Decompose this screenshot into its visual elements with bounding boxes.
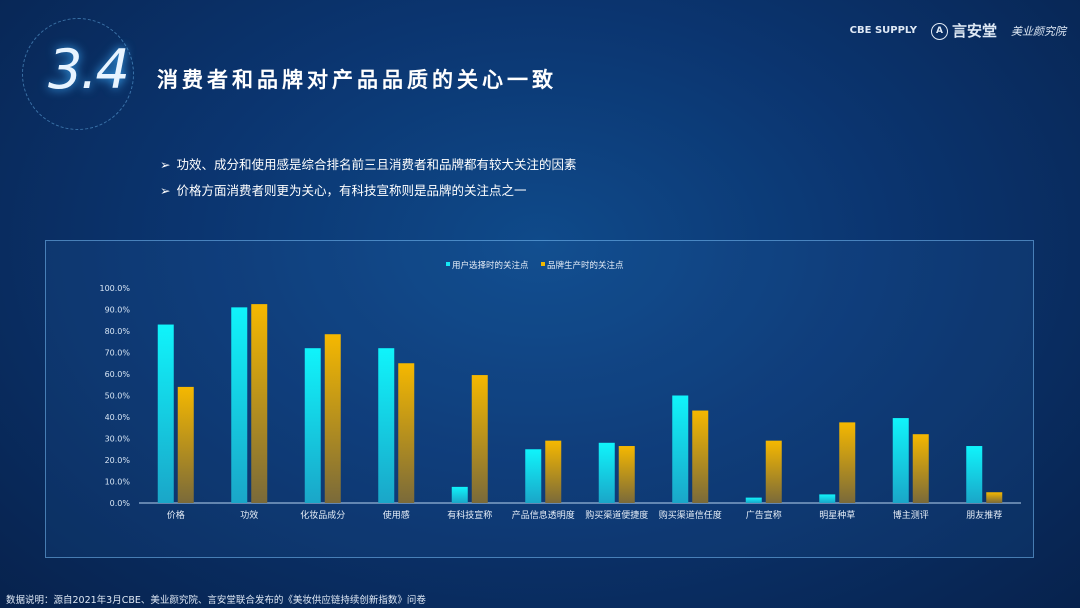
bar-user [672, 395, 689, 503]
y-tick-label: 90.0% [105, 306, 131, 315]
y-tick-label: 70.0% [105, 349, 131, 358]
x-tick-label: 有科技宣称 [447, 509, 492, 521]
bar-user [378, 348, 395, 503]
bar-brand [177, 386, 194, 503]
bullet-item: ➢ 功效、成分和使用感是综合排名前三且消费者和品牌都有较大关注的因素 [160, 157, 577, 172]
legend-label: 用户选择时的关注点 [452, 260, 529, 271]
legend-label: 品牌生产时的关注点 [547, 260, 624, 271]
bar-user [966, 446, 983, 503]
x-tick-label: 使用感 [383, 509, 410, 521]
bar-brand [251, 304, 268, 503]
decorative-ring [22, 18, 134, 130]
chart-frame: 0.0% 10.0% 20.0% 30.0% 40.0% 50.0% 60.0% 70.0% 8… [45, 240, 1034, 558]
bar-brand [839, 422, 856, 503]
bar-brand [912, 434, 929, 503]
bar-chart: 0.0% 10.0% 20.0% 30.0% 40.0% 50.0% 60.0% 70.0% 8… [99, 260, 1021, 521]
logo-bar: CBE SUPPLY A 言安堂 美业颜究院 [850, 20, 1066, 41]
bar-brand [765, 440, 782, 503]
y-tick-label: 60.0% [105, 370, 131, 379]
bullet-list: ➢ 功效、成分和使用感是综合排名前三且消费者和品牌都有较大关注的因素 ➢ 价格方面消… [160, 152, 577, 204]
logo-meiye: 美业颜究院 [1011, 24, 1066, 38]
bar-user [598, 442, 615, 503]
y-tick-label: 50.0% [105, 392, 131, 401]
x-tick-label: 购买渠道信任度 [659, 509, 722, 521]
bar-brand [692, 410, 709, 503]
y-tick-label: 20.0% [105, 456, 131, 465]
x-tick-label: 化妆品成分 [300, 509, 345, 521]
logo-cbe: CBE SUPPLY [849, 24, 917, 36]
x-tick-label: 购买渠道便捷度 [585, 509, 648, 521]
x-tick-label: 朋友推荐 [966, 509, 1002, 521]
y-tick-label: 100.0% [99, 284, 130, 293]
x-tick-label: 价格 [167, 509, 185, 521]
bar-user [745, 497, 762, 503]
data-source-note: 数据说明：源自2021年3月CBE、美业颜究院、言安堂联合发布的《美妆供应链持续… [6, 595, 426, 606]
logo-yananthang: A 言安堂 [930, 20, 997, 41]
bar-user [157, 324, 174, 503]
bar-user [819, 494, 836, 503]
bar-brand [545, 440, 562, 503]
arrow-icon: ➢ [160, 157, 171, 172]
bar-brand [471, 375, 488, 503]
x-tick-label: 产品信息透明度 [512, 509, 575, 521]
y-tick-label: 30.0% [105, 435, 131, 444]
x-tick-label: 功效 [240, 509, 258, 521]
section-number: 3.4 [48, 38, 130, 101]
y-tick-label: 0.0% [110, 499, 131, 508]
bar-brand [398, 363, 415, 503]
y-tick-label: 40.0% [105, 413, 131, 422]
bar-user [451, 486, 468, 503]
legend-swatch [446, 262, 450, 266]
logo-a-icon: A [930, 23, 948, 40]
x-tick-label: 广告宣称 [746, 509, 782, 521]
arrow-icon: ➢ [160, 183, 171, 198]
x-tick-label: 明星种草 [819, 509, 855, 521]
bar-user [892, 418, 909, 503]
bar-brand [324, 334, 341, 503]
bar-brand [618, 446, 635, 503]
bar-user [525, 449, 542, 503]
y-tick-label: 80.0% [105, 327, 131, 336]
page-title: 消费者和品牌对产品品质的关心一致 [157, 68, 557, 92]
legend-swatch [541, 262, 545, 266]
bar-user [231, 307, 248, 503]
bar-user [304, 348, 321, 503]
bar-brand [986, 492, 1003, 503]
bullet-item: ➢ 价格方面消费者则更为关心，有科技宣称则是品牌的关注点之一 [160, 183, 527, 198]
y-tick-label: 10.0% [105, 478, 131, 487]
x-tick-label: 博主测评 [893, 509, 929, 521]
